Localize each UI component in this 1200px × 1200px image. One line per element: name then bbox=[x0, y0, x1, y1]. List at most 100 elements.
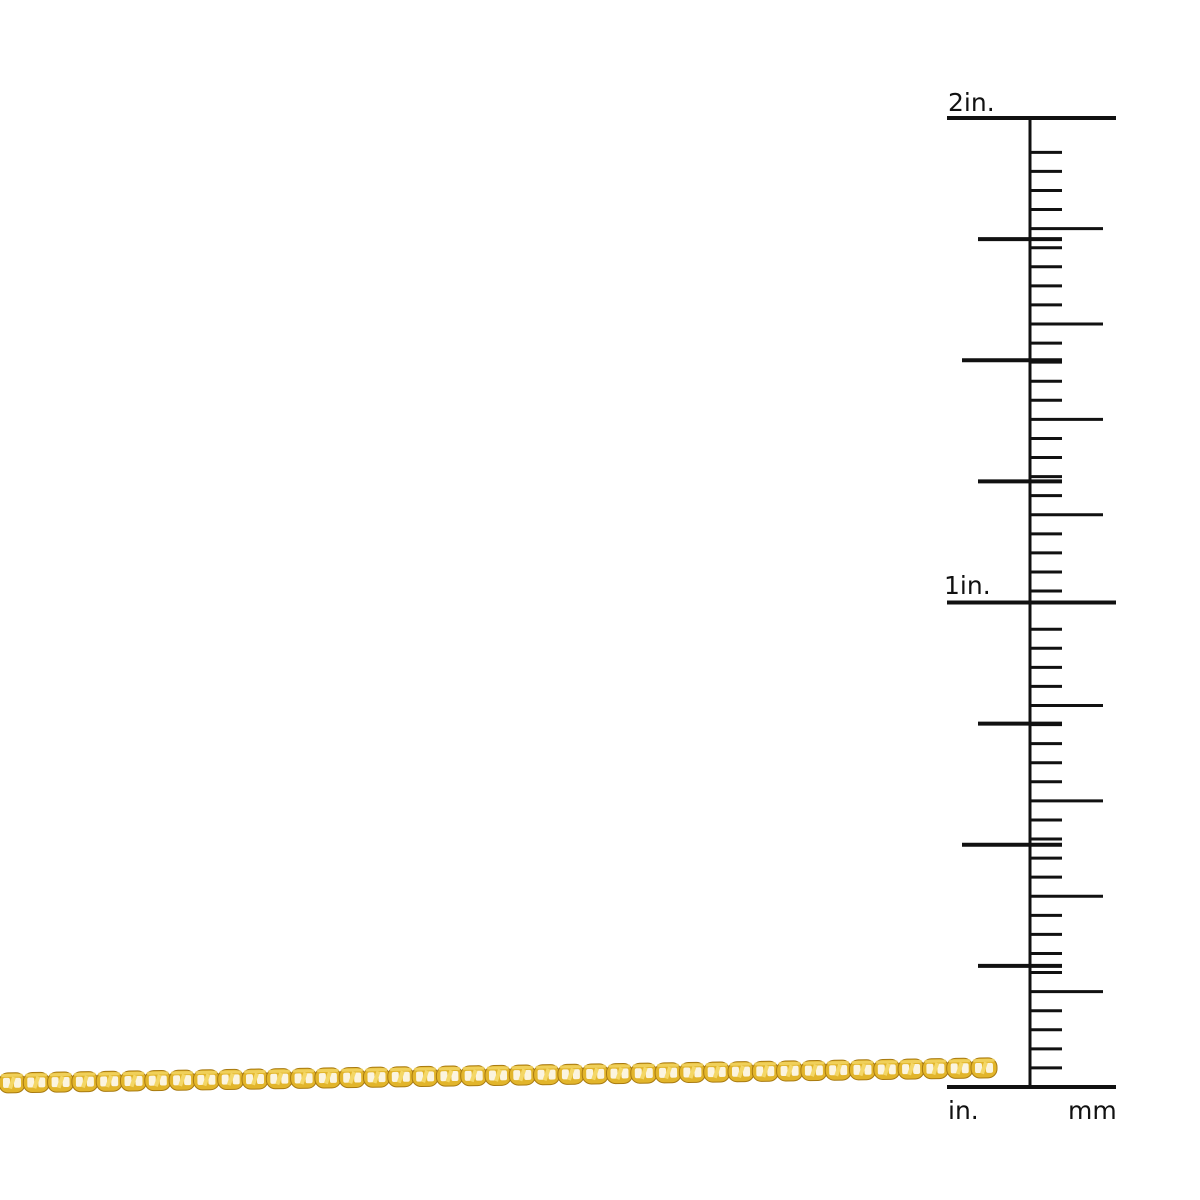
link-hole bbox=[343, 1072, 351, 1083]
chain-link bbox=[387, 1066, 415, 1088]
link-hole bbox=[985, 1062, 994, 1073]
chain-link bbox=[848, 1059, 877, 1081]
label-1-inch: 1in. bbox=[944, 571, 991, 600]
chain-link bbox=[800, 1059, 828, 1082]
chain-link bbox=[435, 1065, 463, 1087]
link-hole bbox=[62, 1076, 70, 1088]
link-hole bbox=[135, 1075, 143, 1086]
link-highlight bbox=[899, 1059, 922, 1064]
link-hole bbox=[51, 1077, 59, 1088]
link-highlight bbox=[98, 1072, 121, 1076]
link-bar bbox=[810, 1064, 818, 1077]
link-hole bbox=[767, 1066, 775, 1077]
link-hole bbox=[864, 1064, 872, 1075]
link-highlight bbox=[243, 1069, 266, 1074]
link-hole bbox=[634, 1068, 642, 1079]
link-bar bbox=[615, 1067, 624, 1080]
link-highlight bbox=[462, 1066, 485, 1070]
link-bar bbox=[421, 1070, 429, 1083]
link-highlight bbox=[49, 1072, 72, 1077]
link-hole bbox=[148, 1075, 156, 1086]
link-bar bbox=[494, 1069, 502, 1082]
label-2-inch: 2in. bbox=[948, 88, 995, 117]
link-highlight bbox=[0, 1073, 23, 1077]
link-bar bbox=[639, 1066, 648, 1080]
link-highlight bbox=[341, 1068, 364, 1072]
link-bar bbox=[567, 1067, 575, 1081]
link-hole bbox=[586, 1068, 594, 1079]
chain-link bbox=[533, 1064, 561, 1086]
link-hole bbox=[270, 1073, 278, 1084]
chain-link bbox=[71, 1071, 99, 1093]
link-hole bbox=[694, 1067, 702, 1078]
chain-link bbox=[265, 1068, 293, 1090]
measurement-ruler bbox=[947, 116, 1116, 1089]
link-highlight bbox=[365, 1068, 388, 1072]
link-hole bbox=[853, 1064, 861, 1075]
link-highlight bbox=[681, 1063, 704, 1067]
link-hole bbox=[926, 1063, 934, 1074]
link-highlight bbox=[705, 1062, 728, 1067]
chain-link bbox=[776, 1060, 804, 1082]
link-hole bbox=[804, 1065, 812, 1076]
link-hole bbox=[416, 1071, 424, 1082]
link-bar bbox=[129, 1074, 138, 1088]
link-bar bbox=[688, 1066, 697, 1079]
link-highlight bbox=[292, 1069, 315, 1073]
link-hole bbox=[707, 1067, 715, 1078]
link-bar bbox=[178, 1073, 186, 1087]
chain-link bbox=[144, 1070, 172, 1092]
link-hole bbox=[354, 1072, 362, 1083]
link-bar bbox=[299, 1072, 308, 1085]
link-bar bbox=[542, 1068, 551, 1081]
link-bar bbox=[907, 1062, 915, 1076]
chain-link bbox=[946, 1057, 974, 1079]
link-hole bbox=[780, 1065, 788, 1077]
chain-link bbox=[630, 1062, 658, 1084]
link-highlight bbox=[25, 1073, 48, 1077]
link-bar bbox=[761, 1064, 770, 1078]
link-bar bbox=[518, 1068, 527, 1082]
link-highlight bbox=[122, 1071, 145, 1076]
link-highlight bbox=[584, 1064, 607, 1069]
link-hole bbox=[232, 1074, 240, 1085]
link-highlight bbox=[195, 1070, 218, 1074]
link-hole bbox=[13, 1077, 22, 1088]
link-highlight bbox=[924, 1059, 947, 1063]
link-hole bbox=[440, 1071, 448, 1082]
link-hole bbox=[427, 1071, 435, 1082]
link-highlight bbox=[851, 1060, 874, 1064]
chain-link bbox=[314, 1067, 342, 1089]
link-bar bbox=[396, 1070, 405, 1084]
link-highlight bbox=[656, 1063, 679, 1067]
link-hole bbox=[475, 1070, 483, 1081]
chain-link bbox=[727, 1061, 755, 1083]
link-highlight bbox=[219, 1070, 242, 1074]
chain-link bbox=[411, 1065, 439, 1088]
link-hole bbox=[913, 1063, 921, 1074]
link-highlight bbox=[413, 1067, 436, 1071]
link-hole bbox=[281, 1073, 289, 1084]
chain-link bbox=[921, 1058, 949, 1080]
link-bar bbox=[737, 1065, 745, 1078]
link-hole bbox=[572, 1069, 580, 1080]
link-bar bbox=[226, 1073, 235, 1086]
chain-link bbox=[362, 1066, 391, 1088]
link-bar bbox=[785, 1064, 794, 1078]
chain-link bbox=[897, 1058, 925, 1080]
link-hole bbox=[86, 1076, 94, 1087]
link-hole bbox=[38, 1077, 46, 1088]
label-mm-unit: mm bbox=[1068, 1096, 1117, 1125]
link-hole bbox=[305, 1073, 313, 1084]
link-hole bbox=[124, 1076, 132, 1087]
link-hole bbox=[961, 1063, 969, 1074]
link-bar bbox=[81, 1075, 89, 1089]
link-hole bbox=[877, 1064, 885, 1075]
chain-link bbox=[290, 1067, 318, 1089]
link-hole bbox=[718, 1066, 726, 1077]
link-hole bbox=[791, 1065, 799, 1076]
link-hole bbox=[513, 1070, 521, 1081]
link-hole bbox=[621, 1068, 629, 1079]
link-hole bbox=[197, 1074, 205, 1085]
link-hole bbox=[111, 1076, 119, 1087]
